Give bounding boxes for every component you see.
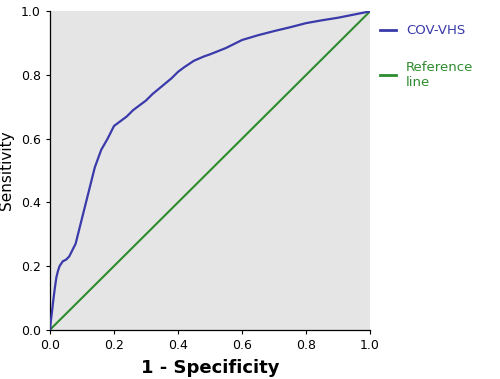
Legend: COV-VHS, Reference
line: COV-VHS, Reference line [380, 24, 474, 89]
X-axis label: 1 - Specificity: 1 - Specificity [141, 359, 279, 377]
Y-axis label: Sensitivity: Sensitivity [0, 131, 14, 210]
